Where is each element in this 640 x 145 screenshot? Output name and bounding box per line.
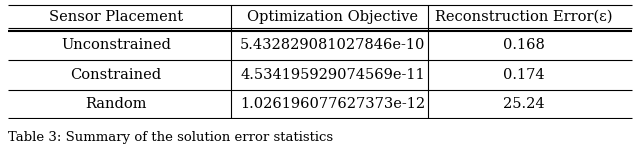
Text: 0.174: 0.174 [503, 68, 545, 82]
Text: Unconstrained: Unconstrained [61, 38, 171, 52]
Text: 1.026196077627373e-12: 1.026196077627373e-12 [240, 97, 426, 111]
Text: Sensor Placement: Sensor Placement [49, 10, 183, 24]
Text: 5.432829081027846e-10: 5.432829081027846e-10 [240, 38, 426, 52]
Text: Constrained: Constrained [70, 68, 162, 82]
Text: Random: Random [85, 97, 147, 111]
Text: Table 3: Summary of the solution error statistics: Table 3: Summary of the solution error s… [8, 131, 333, 144]
Text: 4.534195929074569e-11: 4.534195929074569e-11 [241, 68, 425, 82]
Text: 25.24: 25.24 [503, 97, 545, 111]
Text: Optimization Objective: Optimization Objective [247, 10, 419, 24]
Text: 0.168: 0.168 [503, 38, 545, 52]
Text: Reconstruction Error(ε): Reconstruction Error(ε) [435, 10, 612, 24]
